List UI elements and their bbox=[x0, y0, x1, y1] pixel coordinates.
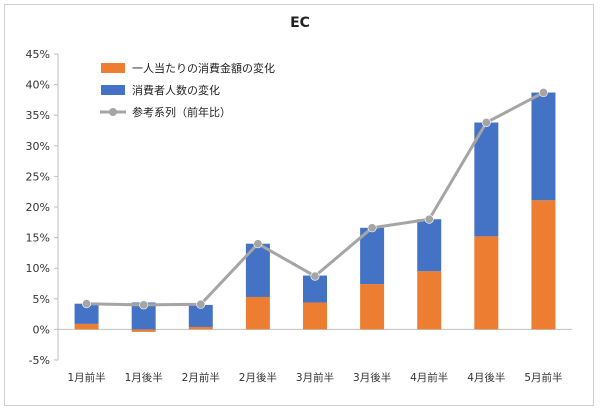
bar bbox=[131, 302, 156, 330]
bar bbox=[360, 227, 385, 285]
y-tick-label: 20% bbox=[26, 201, 50, 214]
line-point bbox=[424, 214, 434, 224]
x-tick-label: 3月前半 bbox=[296, 371, 334, 384]
legend-label: 消費者人数の変化 bbox=[132, 83, 220, 97]
bar bbox=[74, 323, 99, 330]
legend-swatch bbox=[101, 63, 125, 73]
bar bbox=[360, 284, 385, 330]
y-tick-label: 15% bbox=[26, 232, 50, 245]
x-tick-label: 2月後半 bbox=[239, 371, 277, 384]
legend-swatch bbox=[101, 85, 125, 95]
line-point bbox=[310, 271, 320, 281]
y-tick-label: 0% bbox=[33, 323, 50, 336]
line-point bbox=[538, 88, 548, 98]
x-tick-label: 1月前半 bbox=[67, 371, 105, 384]
x-tick-label: 5月前半 bbox=[524, 371, 562, 384]
bar bbox=[188, 326, 213, 330]
bar bbox=[303, 275, 327, 303]
y-tick-label: 10% bbox=[26, 262, 50, 275]
bar bbox=[531, 92, 556, 201]
line-point bbox=[139, 300, 149, 310]
bar bbox=[245, 243, 270, 297]
bar bbox=[474, 122, 499, 237]
bar bbox=[245, 296, 270, 330]
bar bbox=[188, 304, 213, 327]
y-tick-label: 5% bbox=[33, 293, 50, 306]
bar-layer bbox=[74, 92, 556, 332]
bar bbox=[474, 236, 499, 330]
y-tick-label: 35% bbox=[26, 109, 50, 122]
line-point bbox=[82, 299, 92, 309]
x-tick-label: 3月後半 bbox=[353, 371, 391, 384]
x-tick-label: 4月前半 bbox=[410, 371, 448, 384]
line-layer bbox=[82, 88, 548, 310]
line-point bbox=[253, 239, 263, 249]
bar bbox=[74, 303, 99, 324]
y-tick-label: 30% bbox=[26, 140, 50, 153]
chart-title: EC bbox=[290, 15, 310, 31]
y-tick-label: -5% bbox=[29, 354, 50, 367]
line-point bbox=[196, 299, 206, 309]
y-tick-label: 40% bbox=[26, 79, 50, 92]
bar bbox=[303, 302, 327, 330]
line-point bbox=[367, 223, 377, 233]
y-tick-label: 45% bbox=[26, 48, 50, 61]
bar bbox=[531, 200, 556, 330]
legend-label: 参考系列（前年比） bbox=[132, 105, 231, 119]
y-tick-label: 25% bbox=[26, 170, 50, 183]
bar bbox=[131, 329, 156, 332]
x-tick-label: 1月後半 bbox=[125, 371, 163, 384]
legend-label: 一人当たりの消費金額の変化 bbox=[132, 61, 275, 75]
bar bbox=[417, 219, 442, 272]
legend-swatch-marker bbox=[109, 108, 117, 116]
x-tick-label: 2月前半 bbox=[182, 371, 220, 384]
x-tick-label: 4月後半 bbox=[467, 371, 505, 384]
bar bbox=[417, 271, 442, 330]
axis-layer: -5% 0% 5% 10% 15% 20% 25% 30% 35% 40% 45% 1月前半 1月後半 2… bbox=[26, 48, 572, 384]
line-point bbox=[481, 118, 491, 128]
